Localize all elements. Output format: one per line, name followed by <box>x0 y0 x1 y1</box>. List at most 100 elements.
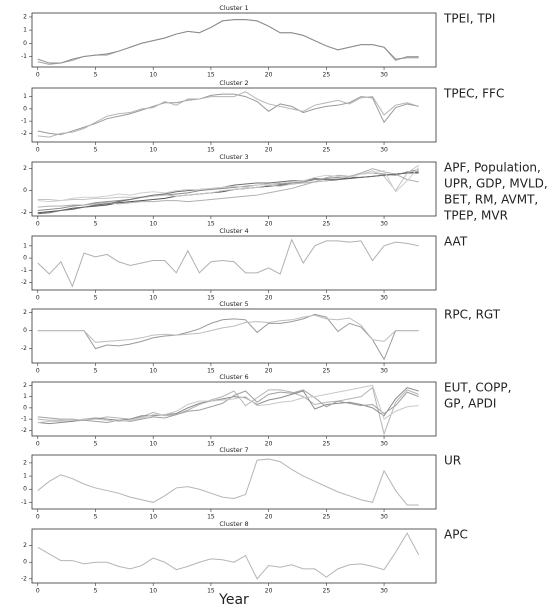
y-tick-label: -1 <box>21 53 27 60</box>
y-tick-label: -1 <box>21 118 27 125</box>
x-tick-label: 30 <box>380 441 388 448</box>
series-line <box>37 238 419 288</box>
y-tick-label: 1 <box>23 473 27 480</box>
x-axis-label: Year <box>218 592 249 608</box>
y-tick-label: -2 <box>21 279 27 286</box>
x-tick-label: 5 <box>94 221 98 228</box>
x-tick-label: 25 <box>323 514 331 521</box>
cluster-annotation: TPEI, TPI <box>443 12 495 26</box>
series-line <box>37 91 419 138</box>
x-tick-label: 0 <box>36 147 40 154</box>
series-line <box>37 532 420 580</box>
series-line <box>37 19 419 65</box>
series-line <box>37 387 419 425</box>
x-tick-label: 15 <box>207 72 215 79</box>
x-tick-label: 0 <box>36 368 40 375</box>
series-line <box>37 171 419 214</box>
x-tick-label: 15 <box>207 441 215 448</box>
x-tick-label: 20 <box>265 147 273 154</box>
y-tick-label: 0 <box>23 404 27 411</box>
cluster-annotation: UR <box>444 454 461 468</box>
y-tick-label: -2 <box>21 345 27 352</box>
x-tick-label: 25 <box>323 368 331 375</box>
plot-frame <box>31 87 437 143</box>
series-line <box>37 384 419 423</box>
series-line <box>37 458 419 506</box>
y-tick-label: 0 <box>23 255 27 262</box>
plot-frame <box>31 161 437 217</box>
panel-title: Cluster 5 <box>219 300 248 308</box>
x-tick-label: 15 <box>207 514 215 521</box>
panel-title: Cluster 1 <box>219 4 248 12</box>
y-tick-label: -1 <box>21 499 27 506</box>
y-tick-label: 2 <box>23 13 27 20</box>
x-tick-label: 20 <box>265 514 273 521</box>
x-tick-label: 10 <box>149 514 157 521</box>
series-line <box>37 314 419 343</box>
x-tick-label: 25 <box>323 147 331 154</box>
x-tick-label: 10 <box>149 368 157 375</box>
y-tick-label: 2 <box>23 309 27 316</box>
x-tick-label: 5 <box>94 147 98 154</box>
y-tick-label: 1 <box>23 27 27 34</box>
y-tick-label: 1 <box>23 242 27 249</box>
y-tick-label: -2 <box>21 575 27 582</box>
y-tick-label: 0 <box>23 486 27 493</box>
series-line <box>37 167 420 203</box>
y-tick-label: 1 <box>23 393 27 400</box>
y-tick-label: 2 <box>23 165 27 172</box>
series-line <box>37 19 419 64</box>
plot-frame <box>31 528 437 584</box>
y-tick-label: 2 <box>23 459 27 466</box>
y-tick-label: 0 <box>23 40 27 47</box>
cluster-annotation: APF, Population, <box>444 161 541 175</box>
panel-title: Cluster 2 <box>219 79 248 87</box>
x-tick-label: 5 <box>94 588 98 595</box>
series-line <box>37 313 419 361</box>
x-tick-label: 10 <box>149 441 157 448</box>
x-tick-label: 30 <box>380 514 388 521</box>
panel-title: Cluster 8 <box>219 520 248 528</box>
cluster-annotation: UPR, GDP, MVLD, <box>444 177 548 191</box>
x-tick-label: 10 <box>149 221 157 228</box>
x-tick-label: 0 <box>36 441 40 448</box>
x-tick-label: 20 <box>265 221 273 228</box>
x-tick-label: 30 <box>380 295 388 302</box>
x-tick-label: 15 <box>207 588 215 595</box>
cluster-annotation: GP, APDI <box>444 397 496 411</box>
x-tick-label: 5 <box>94 72 98 79</box>
y-tick-label: 2 <box>23 382 27 389</box>
x-tick-label: 25 <box>323 221 331 228</box>
x-tick-label: 30 <box>380 221 388 228</box>
series-line <box>37 93 419 136</box>
panel-title: Cluster 6 <box>219 373 248 381</box>
x-tick-label: 20 <box>265 441 273 448</box>
x-tick-label: 30 <box>380 72 388 79</box>
x-tick-label: 0 <box>36 588 40 595</box>
x-tick-label: 25 <box>323 72 331 79</box>
plot-frame <box>31 308 437 364</box>
y-tick-label: 2 <box>23 542 27 549</box>
x-tick-label: 15 <box>207 295 215 302</box>
x-tick-label: 20 <box>265 72 273 79</box>
cluster-annotation: TPEC, FFC <box>443 87 504 101</box>
x-tick-label: 20 <box>265 295 273 302</box>
y-tick-label: -2 <box>21 209 27 216</box>
x-tick-label: 15 <box>207 147 215 154</box>
panel-title: Cluster 7 <box>219 446 248 454</box>
series-line <box>37 168 419 208</box>
cluster-annotation: AAT <box>444 235 468 249</box>
plot-frame <box>31 235 437 291</box>
panel-title: Cluster 4 <box>219 227 248 235</box>
x-tick-label: 30 <box>380 368 388 375</box>
x-tick-label: 10 <box>149 295 157 302</box>
x-tick-label: 5 <box>94 295 98 302</box>
series-line <box>37 386 419 436</box>
x-tick-label: 5 <box>94 368 98 375</box>
x-tick-label: 10 <box>149 588 157 595</box>
y-tick-label: 0 <box>23 187 27 194</box>
cluster-annotation: EUT, COPP, <box>444 381 511 395</box>
cluster-annotation: TPEP, MVR <box>443 209 508 223</box>
x-tick-label: 0 <box>36 295 40 302</box>
